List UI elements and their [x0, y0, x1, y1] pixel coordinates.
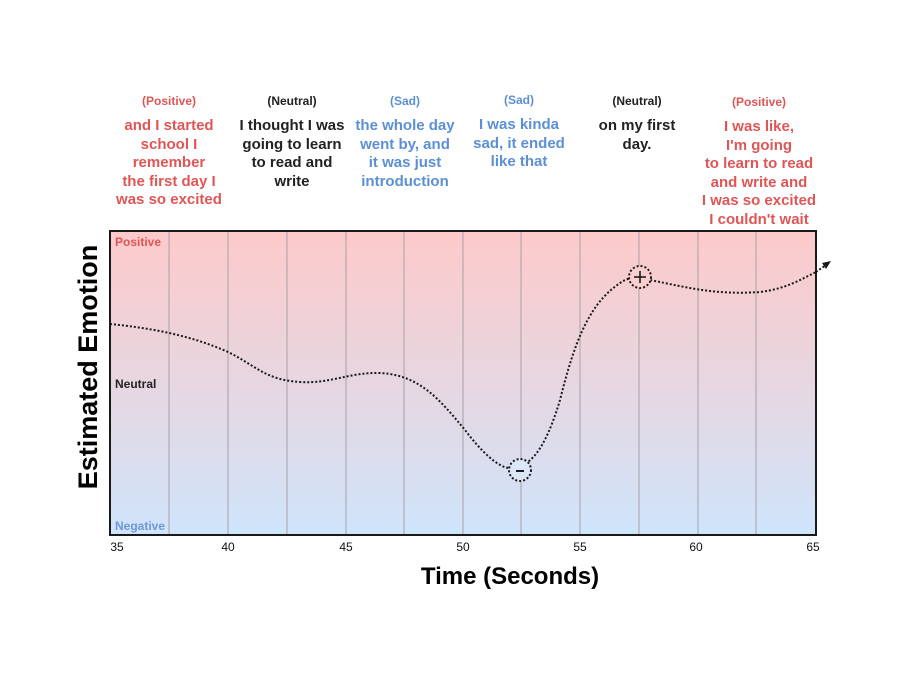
annotation-text: the whole day went by, and it was just i…	[355, 117, 455, 190]
x-tick-50: 50	[456, 540, 470, 554]
annotation-4: (Sad) I was kinda sad, it ended like tha…	[454, 92, 584, 172]
x-tick-40: 40	[221, 540, 235, 554]
x-tick-35: 35	[110, 540, 124, 554]
vertical-gridlines	[168, 231, 757, 535]
annotation-text: on my first day.	[598, 117, 676, 153]
annotation-1: (Positive) and I started school I rememb…	[104, 93, 234, 210]
annotation-text: I was like, I'm going to learn to read a…	[701, 118, 817, 228]
y-axis-label: Estimated Emotion	[73, 244, 103, 490]
arrow-head-icon	[822, 261, 831, 269]
x-tick-45: 45	[339, 540, 353, 554]
x-tick-60: 60	[689, 540, 703, 554]
annotation-2: (Neutral) I thought I was going to learn…	[227, 93, 357, 191]
x-tick-55: 55	[573, 540, 587, 554]
annotation-label: (Positive)	[731, 95, 786, 109]
level-positive-label: Positive	[115, 235, 162, 249]
annotation-6: (Positive) I was like, I'm going to lear…	[684, 94, 834, 229]
level-negative-label: Negative	[115, 519, 166, 533]
plot-frame	[109, 230, 817, 536]
annotation-text: I thought I was going to learn to read a…	[239, 117, 345, 190]
x-tick-65: 65	[806, 540, 820, 554]
minimum-marker	[508, 458, 532, 482]
annotation-label: (Sad)	[504, 93, 534, 107]
annotation-5: (Neutral) on my first day.	[572, 93, 702, 154]
annotation-label: (Positive)	[141, 94, 196, 108]
annotation-label: (Sad)	[390, 94, 420, 108]
annotation-label: (Neutral)	[612, 94, 662, 108]
emotion-curve	[109, 271, 817, 470]
level-neutral-label: Neutral	[115, 377, 157, 391]
maximum-marker	[628, 265, 652, 289]
x-axis-label: Time (Seconds)	[420, 563, 600, 590]
annotation-label: (Neutral)	[267, 94, 317, 108]
annotation-text: and I started school I remember the firs…	[116, 117, 222, 208]
annotation-text: I was kinda sad, it ended like that	[473, 116, 565, 170]
annotation-3: (Sad) the whole day went by, and it was …	[340, 93, 470, 191]
